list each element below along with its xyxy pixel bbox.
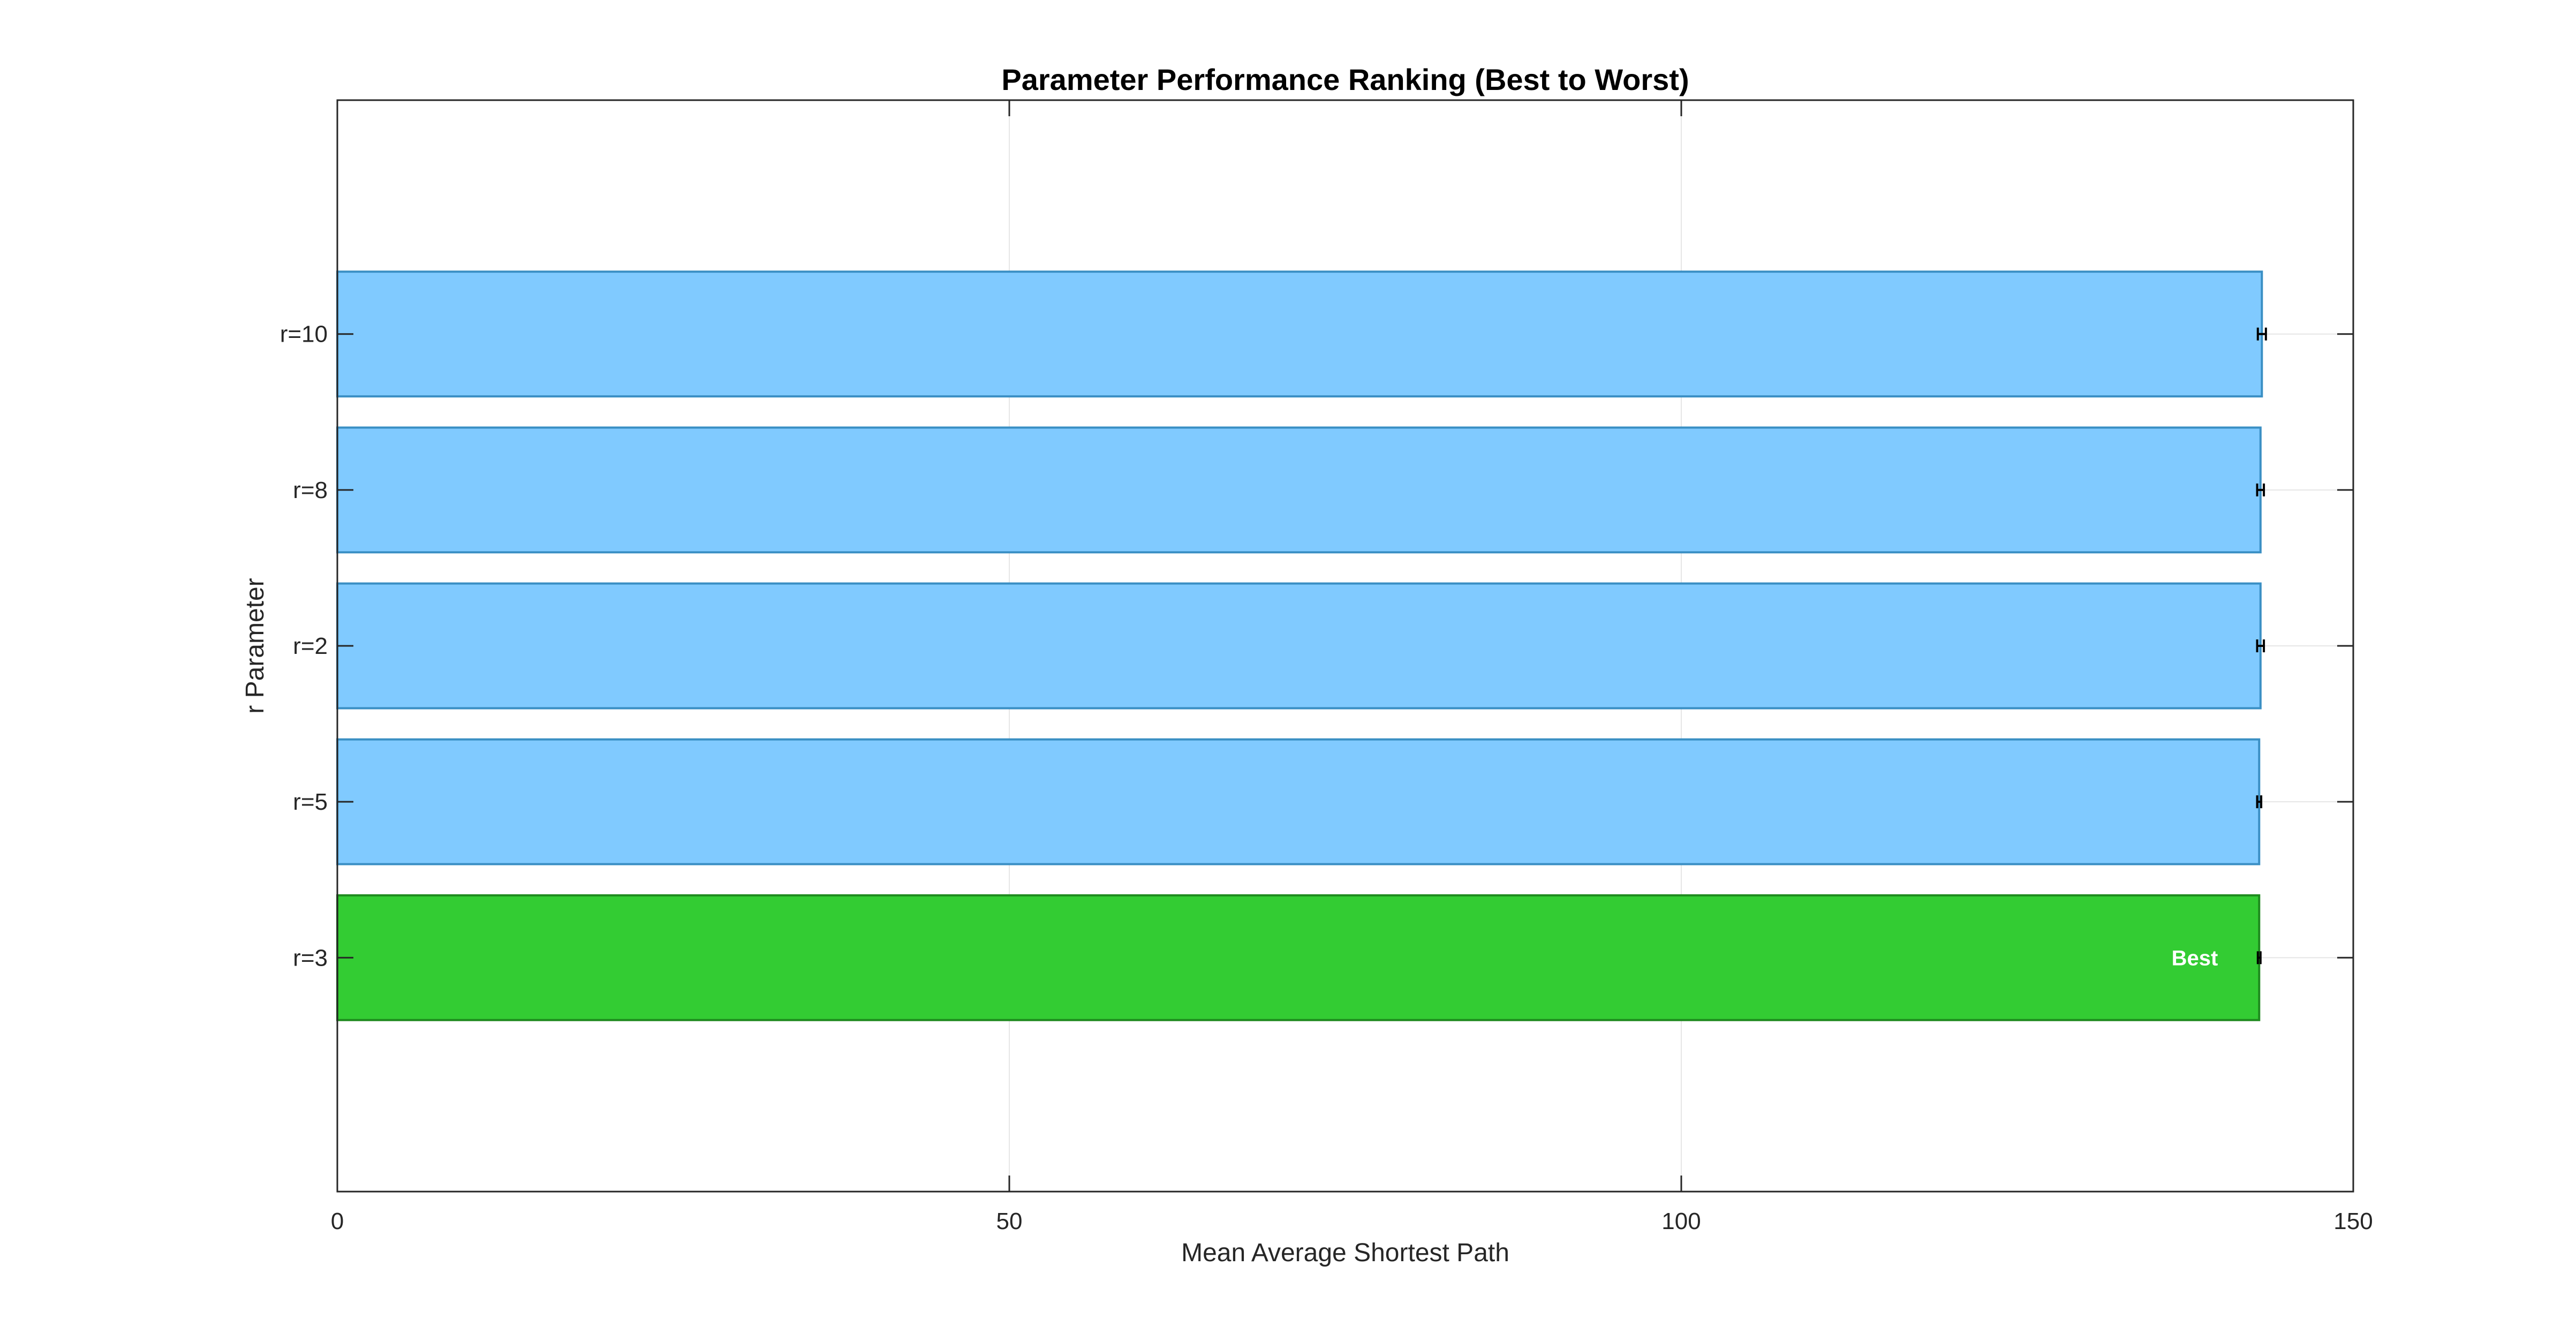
bars: Best (336, 270, 2267, 1021)
y-tick-label: r=8 (293, 477, 328, 503)
x-tick-label: 50 (996, 1208, 1023, 1234)
bar (336, 270, 2263, 398)
bar (336, 426, 2262, 554)
bar (336, 582, 2262, 710)
bar-best (336, 894, 2261, 1021)
y-tick-label: r=2 (293, 633, 328, 659)
x-tick-label: 100 (1661, 1208, 1701, 1234)
x-tick-label: 0 (331, 1208, 344, 1234)
bar (336, 738, 2261, 865)
x-tick-label: 150 (2333, 1208, 2373, 1234)
chart-title: Parameter Performance Ranking (Best to W… (1001, 63, 1689, 96)
x-axis-label: Mean Average Shortest Path (1181, 1239, 1509, 1267)
best-annotation: Best (2172, 946, 2218, 970)
y-tick-label: r=10 (280, 321, 328, 348)
plot-frame (336, 99, 2354, 1193)
y-tick-label: r=3 (293, 945, 328, 971)
y-tick-label: r=5 (293, 789, 328, 815)
y-axis-label: r Parameter (241, 578, 269, 713)
ticks: 0 50 100 150 r=3 r=5 r=2 r=8 r=10 (280, 100, 2373, 1234)
